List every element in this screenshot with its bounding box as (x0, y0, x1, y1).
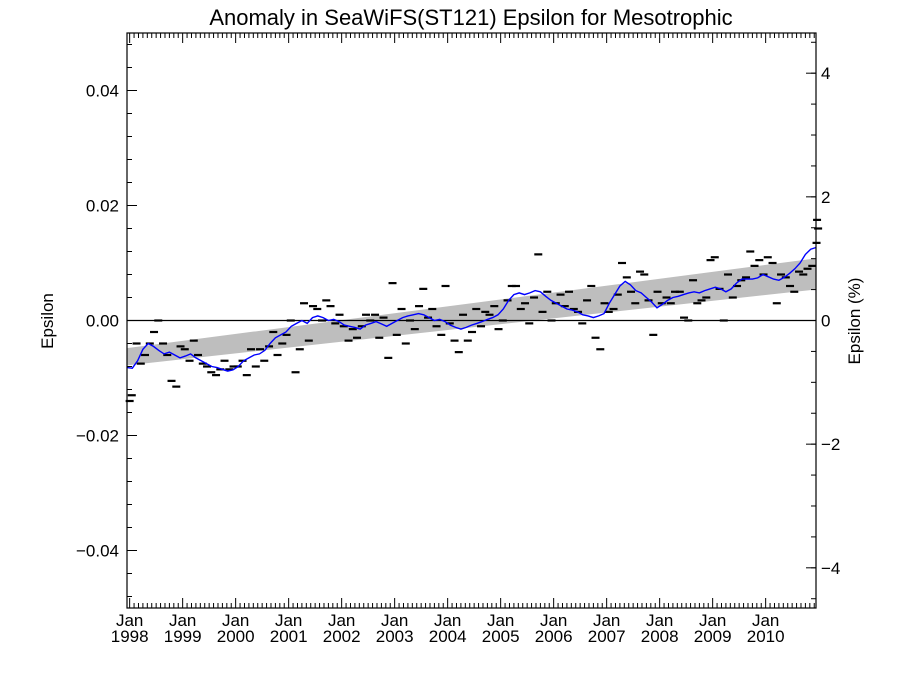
running-mean-layer (126, 246, 817, 372)
axes-layer: 0.040.020.00−0.02−0.04420−2−4Jan1998Jan1… (76, 33, 840, 646)
x-tick-label-year: 2002 (323, 627, 361, 646)
x-tick-label-year: 2008 (641, 627, 679, 646)
x-tick-label-year: 1999 (164, 627, 202, 646)
y-tick-label-right: 4 (821, 64, 830, 83)
chart-title: Anomaly in SeaWiFS(ST121) Epsilon for Me… (209, 5, 732, 30)
x-tick-label-month: Jan (116, 611, 143, 630)
y-tick-label-left: −0.02 (76, 427, 119, 446)
x-tick-label-month: Jan (169, 611, 196, 630)
x-tick-label-year: 2005 (482, 627, 520, 646)
x-tick-label-month: Jan (752, 611, 779, 630)
y-axis-label-right: Epsilon (%) (845, 278, 864, 365)
y-tick-label-right: 2 (821, 188, 830, 207)
x-tick-label-year: 2001 (270, 627, 308, 646)
x-tick-label-year: 2009 (694, 627, 732, 646)
x-tick-label-month: Jan (328, 611, 355, 630)
y-tick-label-left: −0.04 (76, 542, 119, 561)
x-tick-label-month: Jan (699, 611, 726, 630)
y-tick-label-right: −4 (821, 559, 840, 578)
trend-band (127, 258, 816, 366)
x-tick-label-month: Jan (222, 611, 249, 630)
y-tick-label-left: 0.04 (86, 82, 119, 101)
y-tick-label-left: 0.00 (86, 312, 119, 331)
y-tick-label-right: −2 (821, 435, 840, 454)
x-tick-label-month: Jan (593, 611, 620, 630)
x-tick-label-month: Jan (275, 611, 302, 630)
y-tick-label-left: 0.02 (86, 197, 119, 216)
x-tick-label-year: 2004 (429, 627, 467, 646)
x-tick-label-year: 2000 (217, 627, 255, 646)
x-tick-label-month: Jan (434, 611, 461, 630)
x-tick-label-year: 2007 (588, 627, 626, 646)
trend-band-layer (127, 258, 816, 366)
y-tick-label-right: 0 (821, 312, 830, 331)
x-tick-label-year: 2003 (376, 627, 414, 646)
x-tick-label-year: 2010 (747, 627, 785, 646)
x-tick-label-month: Jan (487, 611, 514, 630)
x-tick-label-year: 1998 (111, 627, 149, 646)
plot-frame (126, 32, 817, 609)
x-tick-label-month: Jan (540, 611, 567, 630)
x-tick-label-year: 2006 (535, 627, 573, 646)
x-tick-label-month: Jan (381, 611, 408, 630)
x-tick-label-month: Jan (646, 611, 673, 630)
y-axis-label-left: Epsilon (38, 293, 57, 349)
series-line (126, 246, 817, 372)
